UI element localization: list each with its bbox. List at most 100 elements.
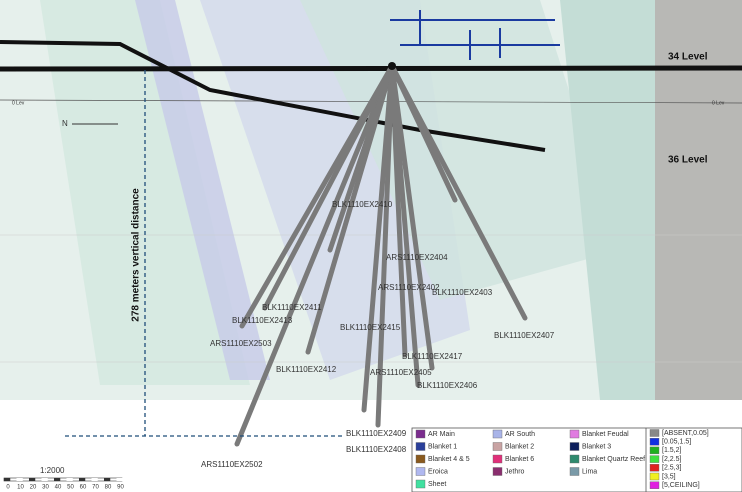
level-marker: 0 Lev bbox=[12, 100, 25, 106]
legend-label: [1.5,2] bbox=[662, 447, 682, 454]
level-label: 34 Level bbox=[668, 52, 708, 63]
level-label: 36 Level bbox=[668, 155, 708, 166]
hole-label: BLK1110EX2403 bbox=[432, 288, 493, 297]
scale-segment bbox=[116, 478, 123, 481]
scale-tick-label: 0 bbox=[6, 485, 10, 491]
scale-title: 1:2000 bbox=[40, 466, 65, 475]
legend-swatch bbox=[649, 472, 660, 481]
legend-label: Eroica bbox=[428, 468, 448, 475]
hole-label: BLK1110EX2413 bbox=[232, 316, 293, 325]
legend-label: [5,CEILING] bbox=[662, 482, 700, 489]
drill-hole bbox=[262, 63, 395, 311]
legend-label: [ABSENT,0.05] bbox=[662, 430, 709, 437]
legend-label: Lima bbox=[582, 468, 597, 475]
legend-label: AR South bbox=[505, 431, 535, 438]
north-label: N bbox=[62, 119, 68, 128]
scale-tick-label: 70 bbox=[92, 485, 99, 491]
legend-swatch bbox=[569, 467, 580, 476]
legend-swatch bbox=[649, 438, 660, 446]
upper-holes bbox=[390, 10, 560, 60]
legend-label: Blanket 4 & 5 bbox=[428, 456, 470, 463]
hole-labels: BLK1110EX2410ARS1110EX2404ARS1110EX2402B… bbox=[201, 200, 555, 469]
legend-swatch bbox=[492, 454, 503, 464]
scale-segment bbox=[4, 478, 11, 481]
legend-label: Jethro bbox=[505, 468, 525, 475]
hole-label: BLK1110EX2412 bbox=[276, 365, 337, 374]
legend-swatch bbox=[569, 429, 580, 439]
scale-bar: 1:2000 0 10 20 30 40 50 60 70 80 90 bbox=[3, 466, 124, 491]
legend-swatch bbox=[415, 467, 426, 476]
legend-swatch bbox=[569, 442, 580, 451]
legend-label: Blanket 6 bbox=[505, 456, 534, 463]
scale-tick-label: 40 bbox=[55, 485, 62, 491]
hole-label: BLK1110EX2407 bbox=[494, 331, 555, 340]
scale-tick-label: 30 bbox=[42, 485, 49, 491]
scale-tick-label: 10 bbox=[17, 485, 24, 491]
scale-tick-label: 50 bbox=[67, 485, 74, 491]
scale-segment bbox=[66, 478, 73, 481]
hole-label: ARS1110EX2405 bbox=[370, 368, 432, 377]
legend-swatch bbox=[492, 467, 503, 476]
scale-tick-label: 80 bbox=[105, 485, 112, 491]
scale-segment bbox=[41, 478, 48, 481]
legend-label: Blanket 1 bbox=[428, 443, 457, 450]
hole-label: BLK1110EX2411 bbox=[262, 303, 322, 312]
domain-shade bbox=[655, 0, 742, 400]
hole-label: BLK1110EX2408 bbox=[346, 445, 407, 454]
drive bbox=[0, 40, 546, 152]
legend-label: [0.05,1.5] bbox=[662, 439, 691, 446]
drill-hole bbox=[389, 63, 528, 321]
legend-label: Blanket Quartz Reef bbox=[582, 456, 645, 463]
drill-hole bbox=[327, 63, 395, 253]
hole-label: ARS1110EX2503 bbox=[210, 339, 272, 348]
hole-label: BLK1110EX2417 bbox=[402, 352, 463, 361]
legend-swatch bbox=[415, 454, 426, 464]
legend-label: Blanket 2 bbox=[505, 443, 534, 450]
hole-label: ARS1110EX2502 bbox=[201, 460, 263, 469]
drill-hole bbox=[234, 63, 395, 447]
drill-holes bbox=[234, 63, 528, 447]
hole-label: ARS1110EX2404 bbox=[386, 253, 448, 262]
scale-segment bbox=[29, 478, 36, 481]
legend-swatch bbox=[415, 442, 426, 451]
legend-label: Blanket Feudal bbox=[582, 431, 629, 438]
scale-tick-label: 90 bbox=[117, 485, 124, 491]
legend-label: [2.5,3] bbox=[662, 465, 682, 472]
domain-shade bbox=[560, 0, 655, 400]
legend-swatch bbox=[415, 429, 426, 439]
legend-swatch bbox=[415, 479, 426, 489]
legend-swatch bbox=[569, 454, 580, 464]
legend-swatch bbox=[649, 481, 660, 489]
drill-hole bbox=[375, 63, 395, 428]
legend-swatch bbox=[492, 429, 503, 439]
level-marker: 0 Lev bbox=[712, 100, 725, 106]
legend-label: [3,5] bbox=[662, 473, 676, 480]
scale-segment bbox=[16, 478, 23, 481]
domain-shade bbox=[135, 0, 270, 380]
scale-tick-label: 60 bbox=[80, 485, 87, 491]
scale-segment bbox=[104, 478, 111, 481]
legend-label: [2,2.5] bbox=[662, 456, 682, 463]
drill-hole bbox=[389, 63, 435, 371]
hole-label: BLK1110EX2406 bbox=[417, 381, 478, 390]
scale-segment bbox=[54, 478, 61, 481]
scale-segment bbox=[91, 478, 98, 481]
hole-label: BLK1110EX2415 bbox=[340, 323, 401, 332]
legend-label: AR Main bbox=[428, 431, 455, 438]
legend-swatch bbox=[649, 464, 660, 472]
domain-shade bbox=[300, 0, 620, 300]
legend-label: Blanket 3 bbox=[582, 443, 611, 450]
legend-swatch bbox=[649, 429, 660, 437]
collar bbox=[388, 62, 396, 70]
hole-label: ARS1110EX2402 bbox=[378, 283, 440, 292]
legend: AR Main AR South Blanket Feudal Blanket 1 Bl… bbox=[415, 429, 709, 489]
scale-segment bbox=[79, 478, 86, 481]
drill-hole bbox=[389, 63, 421, 388]
legend-swatch bbox=[649, 455, 660, 463]
legend-swatch bbox=[492, 442, 503, 451]
hole-label: BLK1110EX2409 bbox=[346, 429, 407, 438]
legend-swatch bbox=[649, 446, 660, 455]
legend-label: Sheet bbox=[428, 481, 446, 488]
dimension-label: 278 meters vertical distance bbox=[131, 188, 142, 322]
drive bbox=[0, 65, 742, 72]
